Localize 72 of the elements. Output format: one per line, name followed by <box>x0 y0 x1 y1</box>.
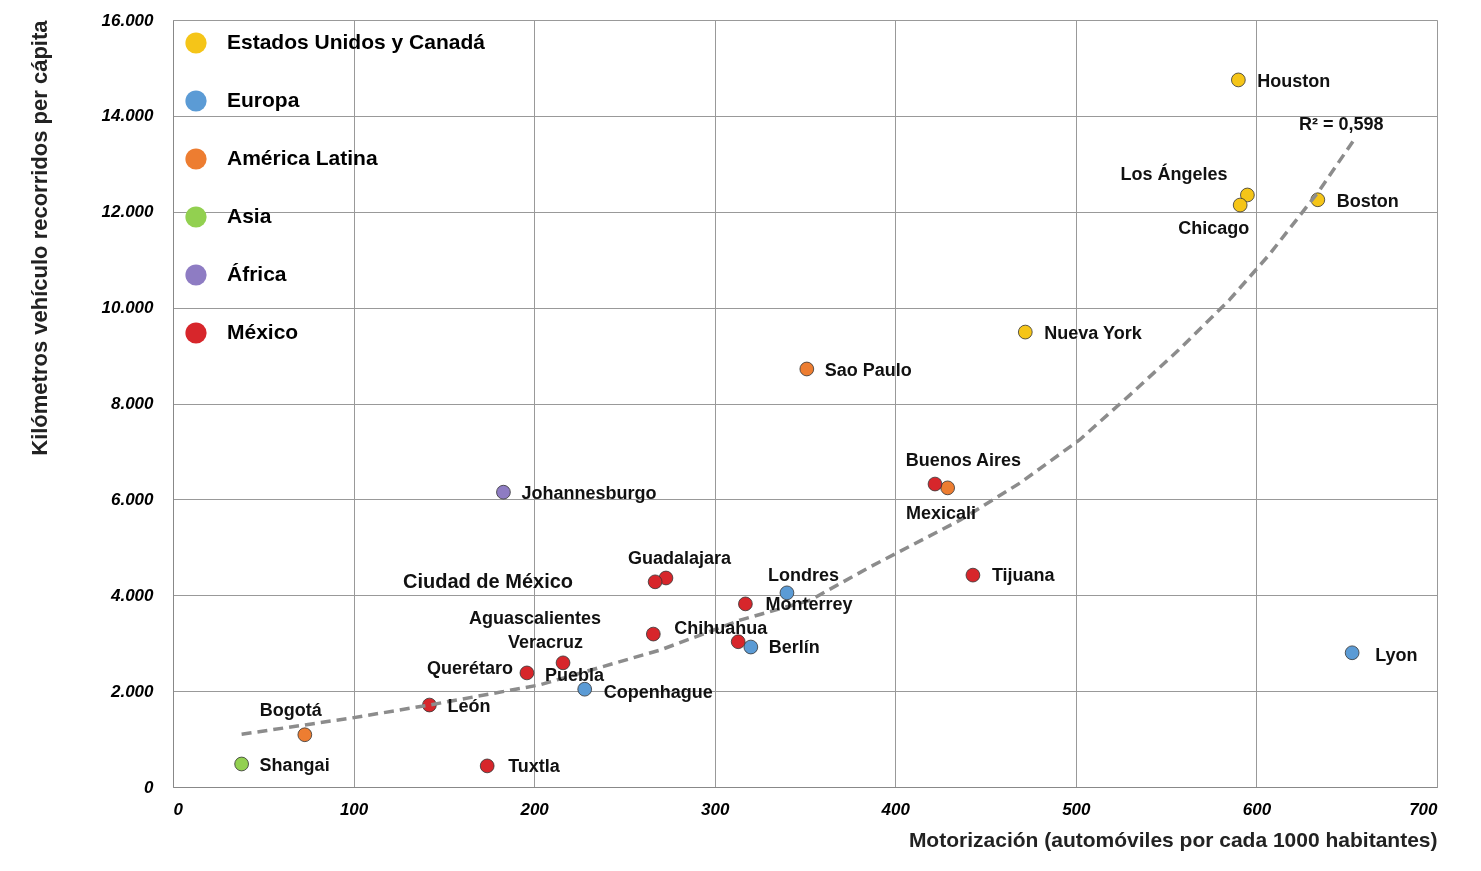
point <box>965 567 981 583</box>
annotation: Tuxtla <box>508 755 561 776</box>
point <box>577 681 592 697</box>
legend-label: México <box>227 320 299 343</box>
annotation: Berlín <box>768 637 820 658</box>
annotation: León <box>447 696 491 717</box>
x-tick-label: 500 <box>1062 799 1092 819</box>
y-tick-label: 2.000 <box>109 681 155 701</box>
annotation: Lyon <box>1375 644 1418 665</box>
legend-label: África <box>227 262 287 285</box>
annotation: Buenos Aires <box>905 449 1022 470</box>
y-tick-label: 4.000 <box>109 585 155 605</box>
point <box>1231 72 1246 88</box>
x-tick-label: 300 <box>701 799 730 819</box>
point <box>1232 197 1248 213</box>
y-tick-label: 12.000 <box>101 202 155 222</box>
annotation: Tijuana <box>991 565 1056 586</box>
annotation: Puebla <box>544 664 605 685</box>
legend-label: Europa <box>227 88 300 111</box>
annotation: Bogotá <box>259 699 323 720</box>
legend-label: Estados Unidos y Canadá <box>227 30 486 53</box>
annotation: Boston <box>1336 190 1399 211</box>
point <box>297 727 313 743</box>
annotation: Chihuahua <box>674 618 769 639</box>
annotation: Sao Paulo <box>824 359 912 380</box>
annotation: Houston <box>1257 70 1331 91</box>
point <box>496 484 511 500</box>
x-tick-label: 0 <box>173 799 184 819</box>
point <box>730 634 746 650</box>
annotation: Mexicali <box>906 503 977 524</box>
point <box>1018 324 1033 340</box>
y-tick-label: 6.000 <box>110 489 155 509</box>
point <box>799 361 815 377</box>
annotation: Chicago <box>1178 218 1250 239</box>
annotation: Veracruz <box>508 631 584 652</box>
annotation: Monterrey <box>765 593 853 614</box>
annotation: Querétaro <box>426 657 513 678</box>
annotation: Los Ángeles <box>1120 162 1228 184</box>
annotation: Shangai <box>259 754 330 775</box>
x-tick-label: 200 <box>519 799 550 819</box>
annotation: Copenhague <box>603 682 713 703</box>
point <box>1240 187 1255 203</box>
y-tick-label: 14.000 <box>101 106 155 126</box>
point <box>234 756 249 772</box>
point <box>940 480 955 496</box>
point <box>519 665 535 681</box>
y-tick-label: 8.000 <box>110 394 155 413</box>
annotation: Johannesburgo <box>521 483 657 504</box>
point <box>743 639 759 655</box>
y-tick-label: 16.000 <box>101 10 155 30</box>
x-axis-title: Motorización (automóviles por cada 1000 habitantes) <box>908 827 1438 851</box>
x-tick-label: 700 <box>1409 799 1439 819</box>
annotation: Londres <box>767 564 839 585</box>
x-tick-label: 100 <box>339 799 369 819</box>
x-tick-label: 400 <box>880 799 911 819</box>
point <box>738 596 753 612</box>
point <box>1344 645 1360 661</box>
annotation: Nueva York <box>1044 323 1143 344</box>
y-axis-title: Kilómetros vehículo recorridos per cápita <box>26 19 52 456</box>
annotation: Aguascalientes <box>469 607 602 628</box>
point <box>479 758 495 774</box>
annotation: R² = 0,598 <box>1298 113 1384 134</box>
y-tick-label: 10.000 <box>101 298 155 318</box>
annotation: Guadalajara <box>627 547 732 568</box>
annotation: Ciudad de México <box>403 570 574 592</box>
x-tick-label: 600 <box>1242 799 1272 819</box>
point <box>927 476 943 492</box>
y-tick-label: 0 <box>144 777 155 797</box>
legend-label: América Latina <box>227 146 378 169</box>
point <box>646 626 661 642</box>
point <box>647 574 663 590</box>
legend-label: Asia <box>227 204 272 227</box>
